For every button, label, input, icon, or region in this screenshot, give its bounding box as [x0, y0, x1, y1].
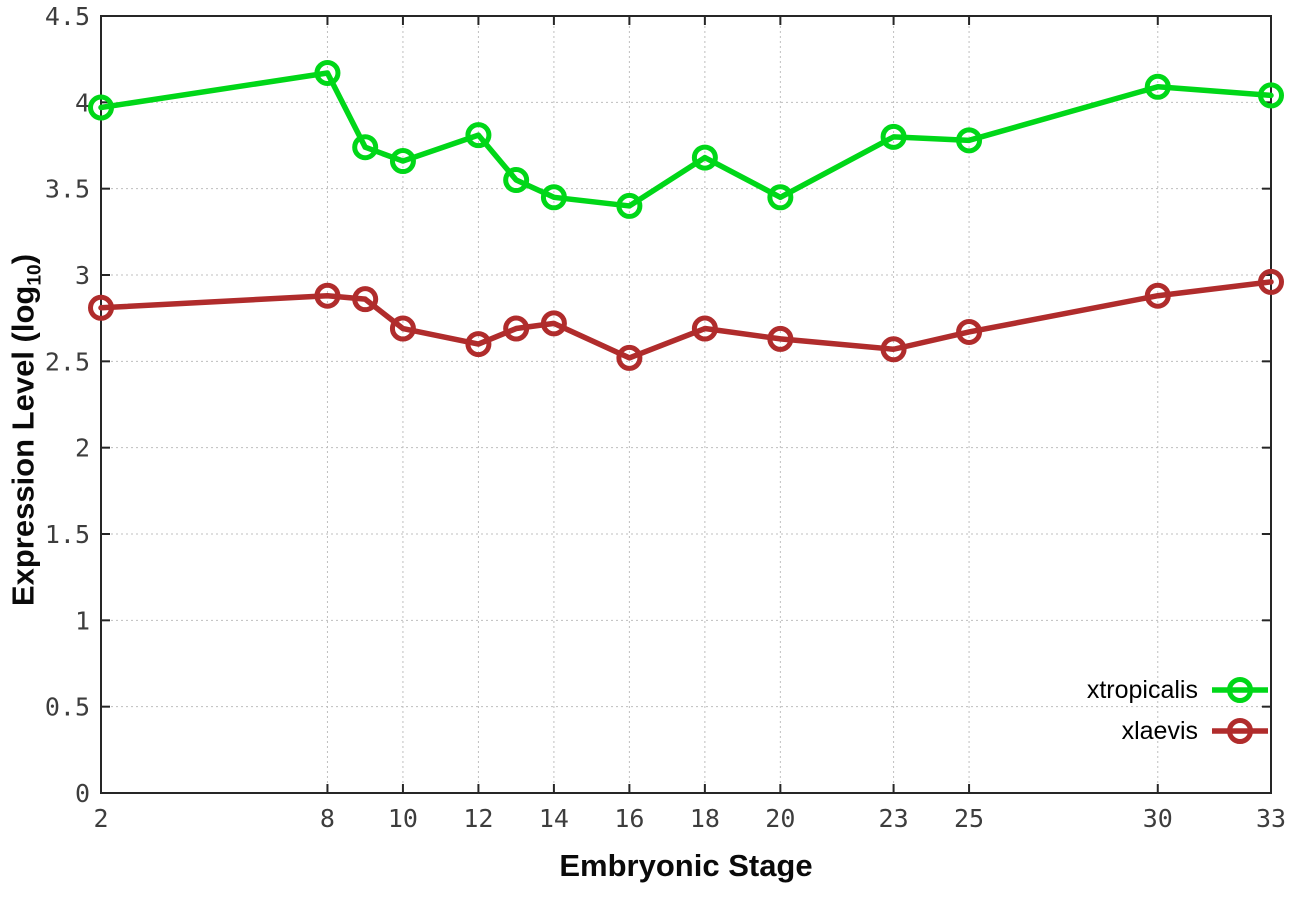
data-point-xlaevis — [540, 310, 567, 337]
data-point-xtropicalis — [1258, 82, 1284, 109]
legend-marker-sample — [1212, 718, 1268, 744]
legend-entry-xlaevis: xlaevis — [1122, 715, 1270, 747]
x-tick-label: 20 — [765, 804, 795, 833]
y-tick-label: 0.5 — [45, 693, 90, 722]
data-point-xtropicalis — [691, 144, 718, 171]
x-tick-label: 30 — [1143, 804, 1173, 833]
x-tick-label: 12 — [463, 804, 493, 833]
y-tick-label: 4 — [75, 88, 90, 117]
plot-border — [100, 15, 1272, 794]
y-tick-label: 2 — [75, 434, 90, 463]
y-axis-title: Expression Level (log10) — [5, 253, 46, 607]
data-point-xlaevis — [503, 315, 530, 342]
y-tick-label: 3.5 — [45, 175, 90, 204]
data-point-xtropicalis — [389, 148, 416, 175]
data-point-xtropicalis — [540, 184, 567, 211]
data-point-xtropicalis — [503, 167, 530, 194]
x-tick-label: 8 — [320, 804, 335, 833]
data-point-xlaevis — [314, 282, 341, 309]
data-point-xlaevis — [956, 318, 983, 345]
x-tick-label: 2 — [93, 804, 108, 833]
series-line-xlaevis — [98, 279, 1274, 361]
data-point-xlaevis — [691, 315, 718, 342]
y-tick-label: 0 — [75, 779, 90, 808]
data-point-xtropicalis — [1144, 73, 1171, 100]
data-point-xtropicalis — [956, 127, 983, 154]
data-point-xtropicalis — [767, 184, 794, 211]
legend-marker-sample — [1212, 677, 1268, 703]
data-point-xlaevis — [767, 325, 794, 352]
x-tick-label: 18 — [690, 804, 720, 833]
x-tick-label: 14 — [539, 804, 569, 833]
data-point-xlaevis — [88, 294, 114, 321]
data-point-xlaevis — [465, 331, 492, 358]
x-tick-label: 23 — [879, 804, 909, 833]
data-point-xtropicalis — [88, 94, 114, 121]
x-tick-label: 33 — [1256, 804, 1286, 833]
x-tick-label: 10 — [388, 804, 418, 833]
legend-label: xlaevis — [1121, 717, 1198, 745]
y-tick-label: 3 — [75, 261, 90, 290]
data-point-xtropicalis — [880, 123, 907, 150]
data-point-xlaevis — [352, 286, 379, 313]
y-tick-label: 1.5 — [45, 520, 90, 549]
data-point-xlaevis — [389, 315, 416, 342]
legend: xtropicalis xlaevis — [1087, 674, 1270, 747]
y-tick-label: 2.5 — [45, 347, 90, 376]
y-tick-label: 4.5 — [45, 2, 90, 31]
data-point-xtropicalis — [314, 59, 341, 86]
data-point-xtropicalis — [616, 192, 643, 219]
legend-entry-xtropicalis: xtropicalis — [1087, 674, 1270, 706]
data-point-xlaevis — [880, 336, 907, 363]
series-line-xtropicalis — [98, 70, 1274, 209]
data-point-xlaevis — [616, 344, 643, 371]
data-point-xlaevis — [1144, 282, 1171, 309]
legend-label: xtropicalis — [1086, 676, 1198, 704]
x-tick-label: 16 — [614, 804, 644, 833]
y-tick-label: 1 — [75, 606, 90, 635]
x-axis-title: Embryonic Stage — [559, 848, 813, 883]
data-point-xtropicalis — [352, 134, 379, 161]
x-tick-label: 25 — [954, 804, 984, 833]
data-point-xlaevis — [1258, 268, 1284, 295]
data-point-xtropicalis — [465, 122, 492, 149]
